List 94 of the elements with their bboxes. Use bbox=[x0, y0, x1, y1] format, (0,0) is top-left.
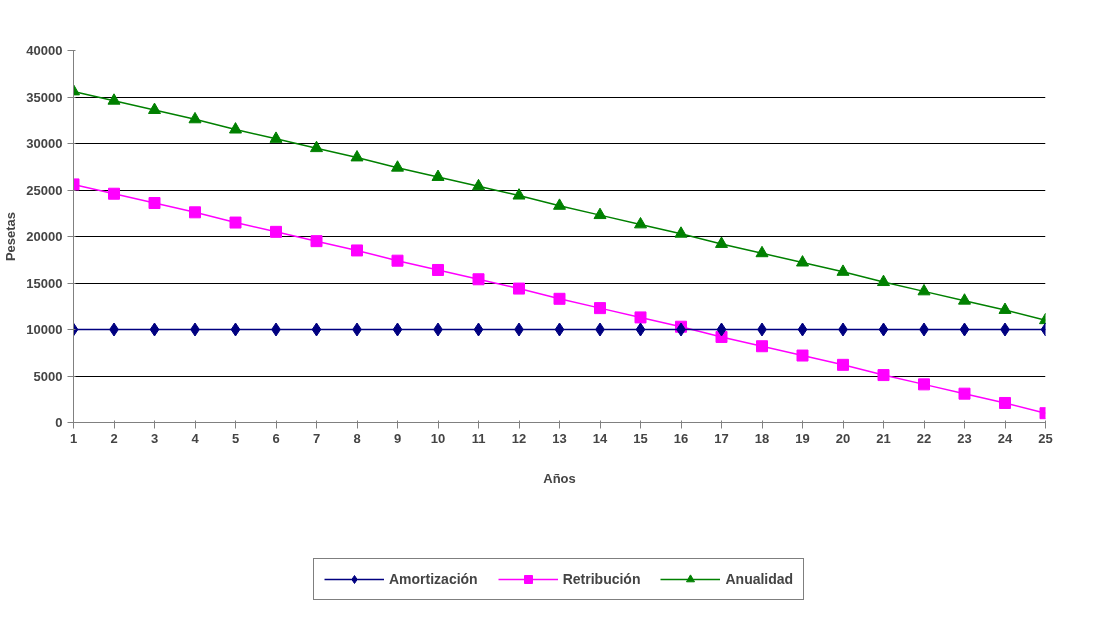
x-tick-label: 25 bbox=[1038, 430, 1053, 446]
point bbox=[108, 187, 120, 200]
x-tick-label: 15 bbox=[633, 430, 648, 446]
x-tick-label: 14 bbox=[592, 430, 608, 446]
point bbox=[107, 93, 121, 105]
point bbox=[593, 207, 607, 220]
point bbox=[554, 322, 565, 337]
point bbox=[959, 322, 970, 337]
point bbox=[149, 322, 160, 337]
point bbox=[918, 378, 930, 391]
point bbox=[148, 197, 161, 210]
x-tick-label: 24 bbox=[997, 430, 1013, 446]
point bbox=[189, 206, 201, 219]
point bbox=[229, 216, 242, 229]
x-tick-label: 1 bbox=[69, 430, 78, 446]
point bbox=[473, 322, 484, 337]
point bbox=[512, 188, 526, 200]
x-tick-label: 18 bbox=[754, 430, 770, 446]
point bbox=[674, 226, 688, 238]
y-tick-label: 0 bbox=[55, 415, 63, 430]
y-tick-label: 30000 bbox=[26, 136, 63, 151]
x-tick-label: 3 bbox=[150, 430, 159, 446]
point bbox=[958, 293, 971, 305]
point bbox=[634, 311, 647, 324]
point bbox=[634, 216, 647, 229]
x-tick-label: 22 bbox=[916, 430, 932, 446]
point bbox=[229, 122, 242, 134]
y-tick-label: 25000 bbox=[26, 182, 63, 198]
x-tick-label: 16 bbox=[673, 430, 689, 446]
x-tick-label: 8 bbox=[353, 430, 361, 446]
point bbox=[270, 225, 282, 238]
y-tick-label: 15000 bbox=[26, 275, 63, 291]
x-tick-label: 2 bbox=[110, 430, 118, 446]
x-tick-label: 17 bbox=[714, 430, 729, 446]
point bbox=[755, 245, 769, 258]
point bbox=[715, 236, 728, 248]
point bbox=[756, 340, 768, 353]
x-tick-label: 6 bbox=[272, 430, 280, 446]
y-axis-title: Pesetas bbox=[3, 211, 19, 262]
point bbox=[958, 387, 971, 400]
point bbox=[716, 322, 727, 337]
x-tick-label: 10 bbox=[430, 430, 446, 446]
legend-label: Amortización bbox=[389, 571, 478, 587]
point bbox=[431, 169, 445, 181]
point bbox=[635, 322, 646, 337]
point bbox=[877, 274, 890, 287]
x-tick-label: 9 bbox=[393, 430, 402, 446]
point bbox=[432, 263, 444, 276]
point bbox=[998, 302, 1012, 314]
y-tick-label: 5000 bbox=[33, 368, 63, 384]
point bbox=[917, 283, 931, 296]
x-tick-label: 23 bbox=[957, 430, 972, 446]
point bbox=[310, 140, 323, 153]
point bbox=[796, 255, 809, 267]
point bbox=[188, 111, 202, 124]
y-tick-label: 40000 bbox=[26, 43, 63, 58]
y-tick-label: 35000 bbox=[26, 89, 63, 105]
x-tick-label: 5 bbox=[231, 430, 240, 446]
x-tick-label: 21 bbox=[876, 430, 891, 446]
point bbox=[351, 244, 363, 257]
point bbox=[391, 160, 404, 172]
point bbox=[230, 322, 241, 337]
x-tick-label: 7 bbox=[312, 430, 321, 446]
point bbox=[553, 292, 566, 305]
point bbox=[472, 273, 485, 286]
point bbox=[350, 150, 364, 162]
point bbox=[392, 322, 403, 337]
point bbox=[391, 254, 404, 267]
x-tick-label: 12 bbox=[511, 430, 527, 446]
point bbox=[513, 282, 525, 295]
point bbox=[836, 264, 850, 276]
point bbox=[878, 322, 889, 337]
y-tick-label: 20000 bbox=[26, 229, 63, 244]
x-tick-label: 20 bbox=[835, 430, 851, 446]
point bbox=[148, 102, 161, 114]
x-tick-label: 13 bbox=[552, 430, 567, 446]
point bbox=[797, 322, 808, 337]
x-axis-title: Años bbox=[543, 470, 576, 486]
point bbox=[837, 358, 849, 371]
point bbox=[999, 396, 1011, 409]
point bbox=[269, 131, 283, 143]
point bbox=[472, 178, 485, 191]
legend-label: Anualidad bbox=[725, 571, 794, 587]
legend-label: Retribución bbox=[562, 571, 641, 587]
point bbox=[311, 322, 322, 337]
x-tick-label: 4 bbox=[191, 430, 200, 446]
y-tick-label: 10000 bbox=[26, 322, 63, 337]
point bbox=[594, 302, 606, 315]
point bbox=[796, 349, 809, 362]
x-tick-label: 19 bbox=[795, 430, 810, 446]
point bbox=[553, 198, 566, 210]
x-tick-label: 11 bbox=[471, 430, 486, 446]
point bbox=[310, 235, 323, 248]
point bbox=[877, 369, 890, 382]
